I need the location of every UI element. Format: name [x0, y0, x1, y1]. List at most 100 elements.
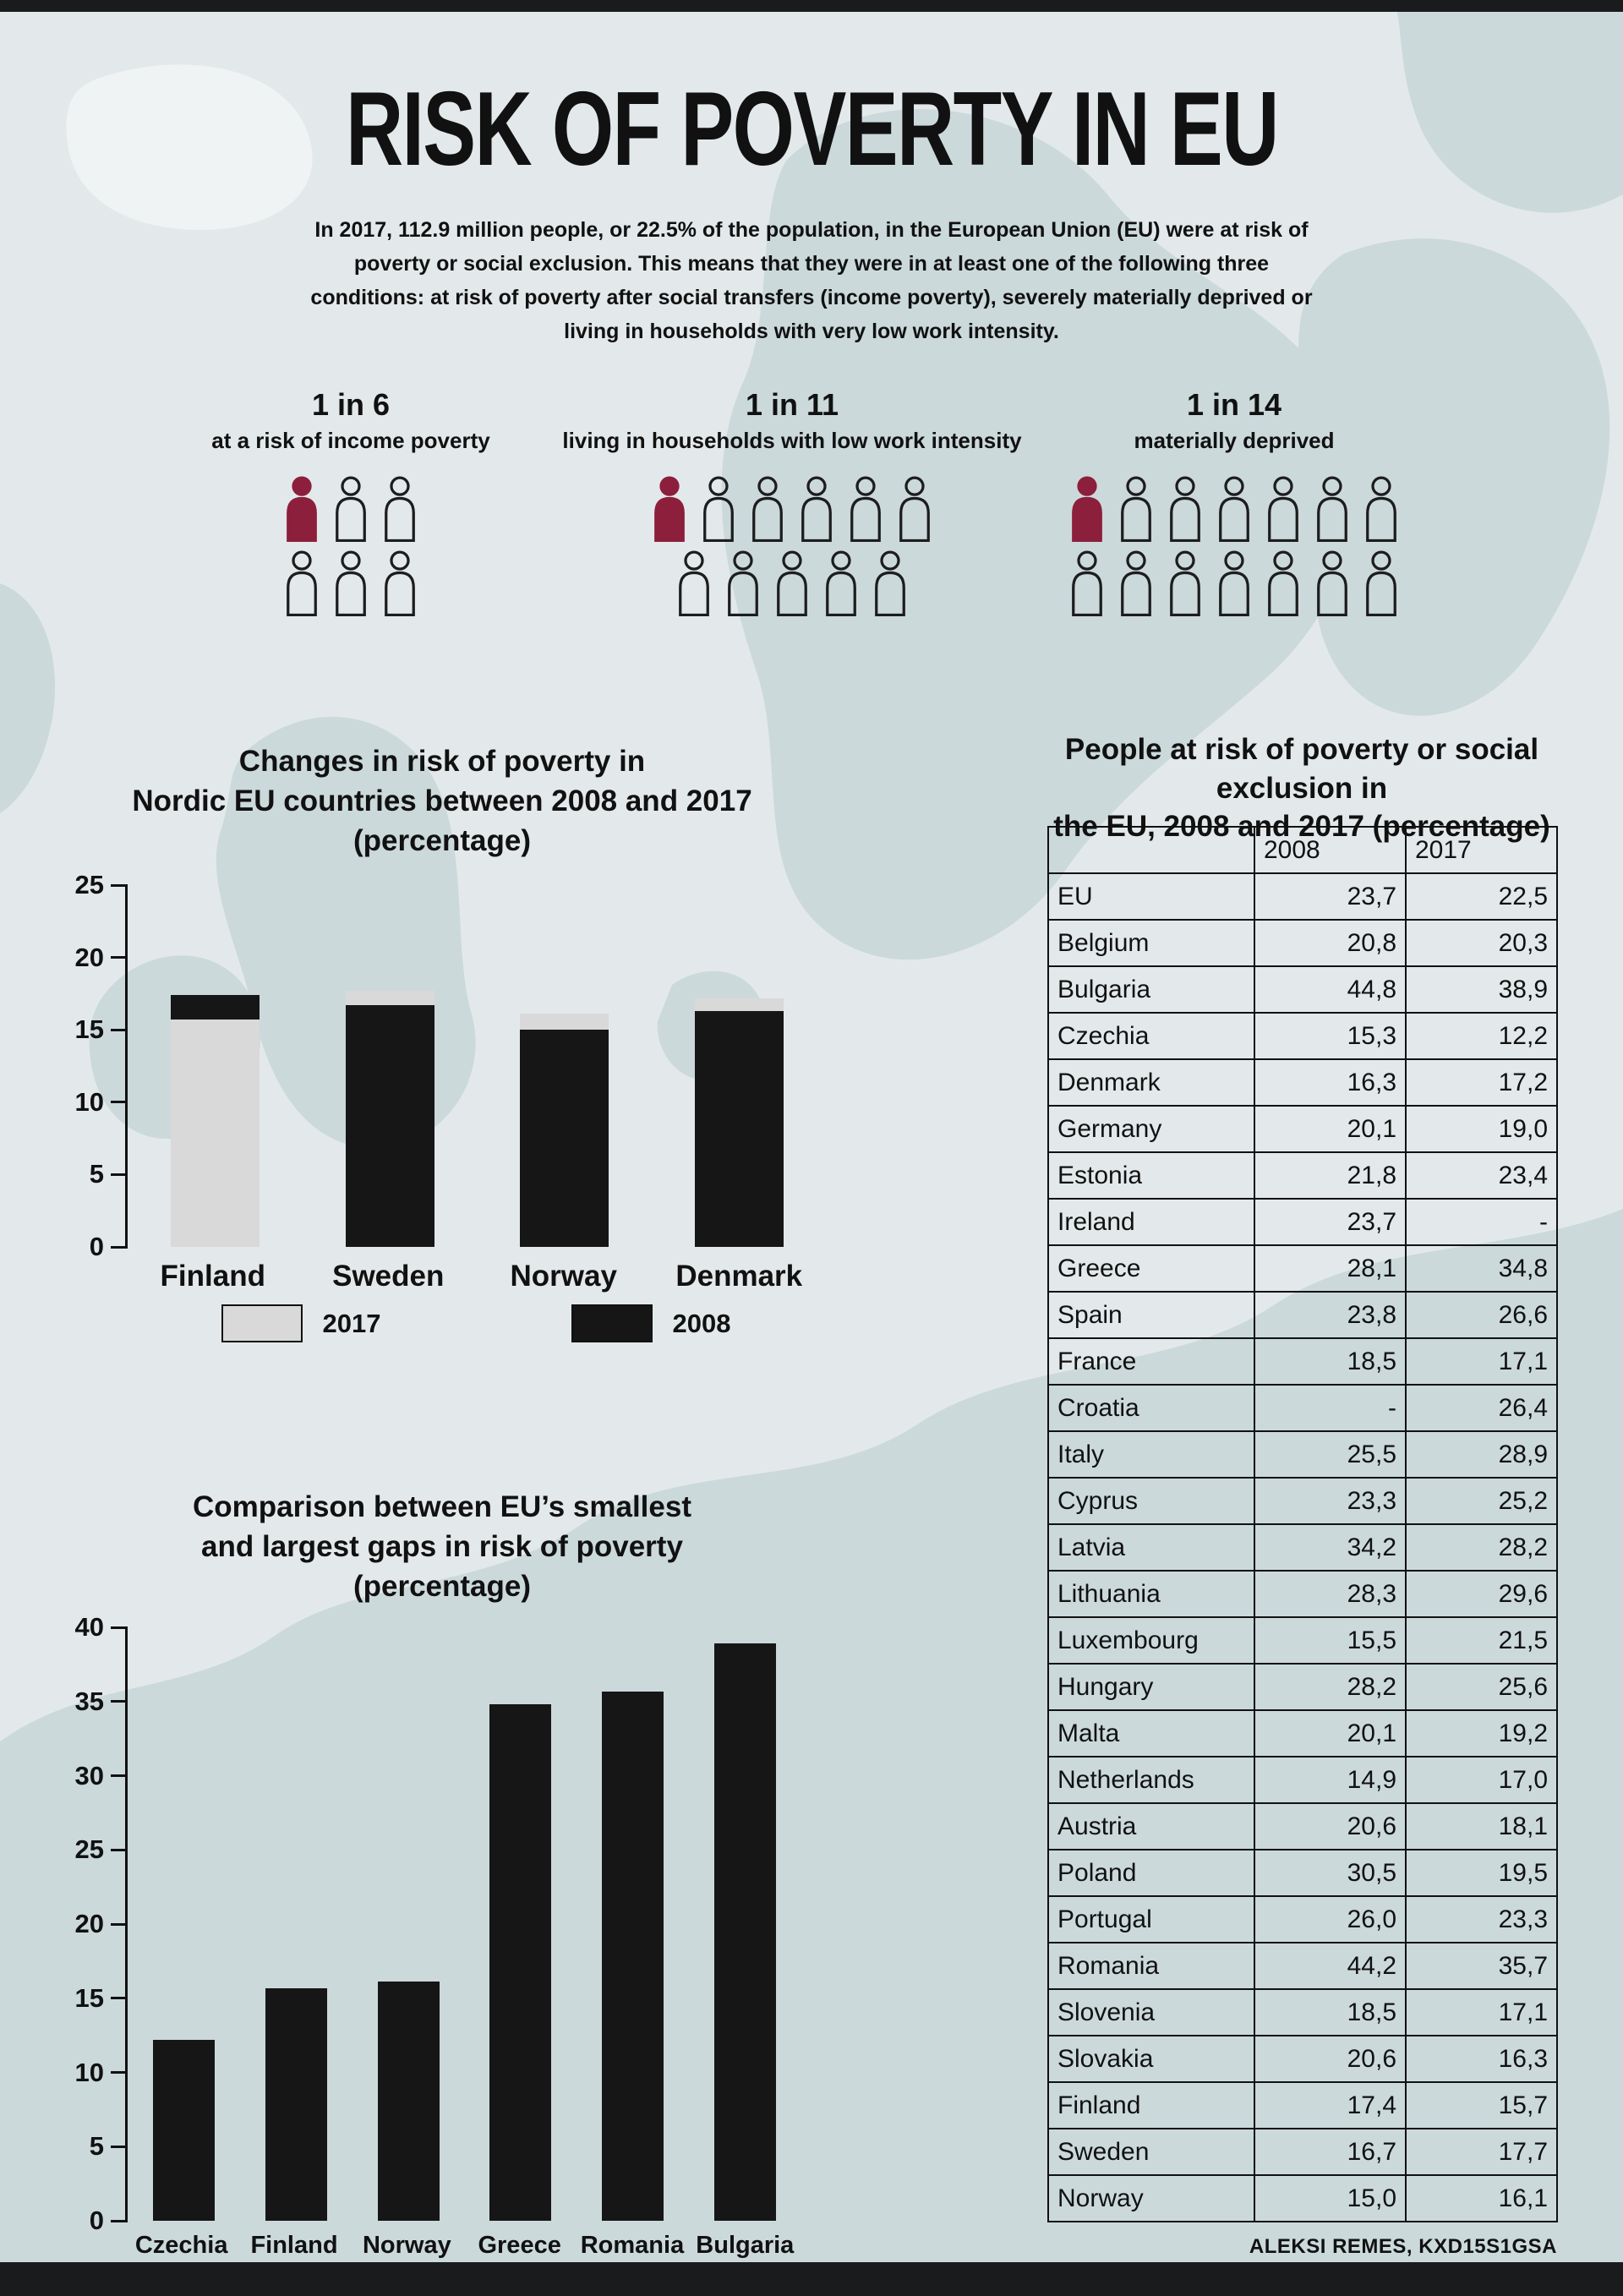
value-2017-cell: 38,9 — [1405, 965, 1558, 1014]
credit-text: ALEKSI REMES, KXD15S1GSA — [1249, 2235, 1557, 2258]
x-axis-label: Romania — [580, 2232, 685, 2259]
y-axis-label: 30 — [74, 1760, 104, 1790]
country-cell: Ireland — [1047, 1198, 1255, 1246]
title-line: and largest gaps in risk of poverty — [201, 1529, 683, 1563]
table-row: Spain 23,8 26,6 — [1047, 1291, 1558, 1339]
nordic-chart-x-labels: Finland Sweden Norway Denmark — [125, 1260, 827, 1293]
country-cell: Bulgaria — [1047, 965, 1255, 1014]
title-line: Comparison between EU’s smallest — [193, 1490, 691, 1523]
x-axis-label: Sweden — [332, 1260, 445, 1293]
title-line: (percentage) — [352, 1569, 532, 1603]
bottom-border — [0, 2262, 1623, 2296]
person-icon-grid — [972, 476, 1496, 616]
value-2008-cell: 18,5 — [1254, 1337, 1407, 1386]
table-row: Latvia 34,2 28,2 — [1047, 1523, 1558, 1572]
y-axis-label: 15 — [74, 1014, 104, 1045]
value-2008-cell: 20,1 — [1254, 1709, 1407, 1758]
table-row: Bulgaria 44,8 38,9 — [1047, 965, 1558, 1014]
person-icon — [752, 476, 783, 542]
ratio-text: 1 in 14 — [1186, 387, 1282, 422]
y-axis-tick — [111, 1028, 128, 1031]
y-axis-tick — [111, 2071, 128, 2074]
value-2008-cell: 17,4 — [1254, 2081, 1407, 2129]
bar — [377, 1982, 440, 2221]
y-axis-label: 5 — [89, 2131, 104, 2162]
table-row: Portugal 26,0 23,3 — [1047, 1895, 1558, 1943]
country-cell: Croatia — [1047, 1384, 1255, 1432]
x-axis-label: Greece — [478, 2232, 561, 2259]
bar — [489, 1704, 552, 2221]
country-cell: Austria — [1047, 1802, 1255, 1850]
value-2017-cell: 17,7 — [1405, 2128, 1558, 2176]
person-icon — [850, 476, 881, 542]
value-2008-cell: 20,1 — [1254, 1105, 1407, 1153]
value-2017-cell: 26,4 — [1405, 1384, 1558, 1432]
x-axis-label: Finland — [160, 1260, 265, 1293]
value-2017-cell: 22,5 — [1405, 872, 1558, 921]
y-axis-tick — [111, 1626, 128, 1629]
table-row: Poland 30,5 19,5 — [1047, 1849, 1558, 1897]
value-2017-cell: 16,3 — [1405, 2035, 1558, 2083]
table-row: France 18,5 17,1 — [1047, 1337, 1558, 1386]
value-2017-cell: 19,0 — [1405, 1105, 1558, 1153]
title-line: People at risk of poverty or social excl… — [1064, 733, 1539, 805]
value-2017-cell: 28,2 — [1405, 1523, 1558, 1572]
value-2017-cell: 28,9 — [1405, 1430, 1558, 1479]
title-line: Nordic EU countries between 2008 and 201… — [132, 784, 752, 817]
value-2017-cell: - — [1405, 1198, 1558, 1246]
y-axis-tick — [111, 1848, 128, 1851]
value-2017-cell: 19,5 — [1405, 1849, 1558, 1897]
value-2008-cell: 23,8 — [1254, 1291, 1407, 1339]
nordic-chart-plot: 0 5 10 15 20 25 — [75, 870, 827, 1261]
table-row: Belgium 20,8 20,3 — [1047, 919, 1558, 967]
x-axis-label: Norway — [362, 2232, 451, 2259]
value-2017-cell: 15,7 — [1405, 2081, 1558, 2129]
y-axis-tick — [111, 1101, 128, 1104]
value-2017-cell: 23,4 — [1405, 1151, 1558, 1200]
country-cell: Portugal — [1047, 1895, 1255, 1943]
y-axis-label: 35 — [74, 1686, 104, 1716]
table-row: Sweden 16,7 17,7 — [1047, 2128, 1558, 2176]
table-row: Romania 44,2 35,7 — [1047, 1942, 1558, 1990]
person-icon — [1268, 550, 1298, 616]
person-icon — [679, 550, 709, 616]
title-line: (percentage) — [352, 823, 532, 857]
person-icon — [1121, 476, 1151, 542]
y-axis-label: 5 — [89, 1159, 104, 1189]
value-2008-cell: 28,2 — [1254, 1663, 1407, 1711]
gaps-chart-title: Comparison between EU’s smallest and lar… — [104, 1488, 780, 1607]
y-axis-tick — [111, 1997, 128, 2000]
value-2017-cell: 17,0 — [1405, 1756, 1558, 1804]
country-cell: Cyprus — [1047, 1477, 1255, 1525]
legend-swatch — [221, 1304, 303, 1342]
legend-label: 2008 — [672, 1308, 731, 1338]
country-cell: Malta — [1047, 1709, 1255, 1758]
person-icon — [385, 550, 415, 616]
value-2017-cell: 12,2 — [1405, 1012, 1558, 1060]
value-2017-cell: 20,3 — [1405, 919, 1558, 967]
country-cell: Estonia — [1047, 1151, 1255, 1200]
bar — [265, 1987, 327, 2221]
table-row: Slovakia 20,6 16,3 — [1047, 2035, 1558, 2083]
table-row: Czechia 15,3 12,2 — [1047, 1012, 1558, 1060]
value-2008-cell: 15,5 — [1254, 1616, 1407, 1665]
table-row: Luxembourg 15,5 21,5 — [1047, 1616, 1558, 1665]
country-cell: EU — [1047, 872, 1255, 921]
y-axis-label: 25 — [74, 1834, 104, 1865]
person-icon — [1219, 550, 1249, 616]
value-2008-cell: 23,7 — [1254, 1198, 1407, 1246]
legend-item: 2017 — [221, 1304, 381, 1342]
bar — [345, 1005, 434, 1247]
table-row: Slovenia 18,5 17,1 — [1047, 1988, 1558, 2036]
y-axis-label: 10 — [74, 1086, 104, 1117]
table-row: Lithuania 28,3 29,6 — [1047, 1570, 1558, 1618]
table-header-cell — [1047, 826, 1255, 874]
poverty-table: 2008 2017 EU 23,7 22,5 Belgium 20,8 20,3 Bulgar… — [1047, 826, 1558, 2222]
y-axis-label: 10 — [74, 2057, 104, 2087]
pictogram-income-poverty: 1 in 6 at a risk of income poverty — [89, 387, 613, 616]
value-2008-cell: 23,3 — [1254, 1477, 1407, 1525]
table-row: Hungary 28,2 25,6 — [1047, 1663, 1558, 1711]
y-axis-tick — [111, 1774, 128, 1777]
value-2017-cell: 34,8 — [1405, 1244, 1558, 1293]
country-cell: France — [1047, 1337, 1255, 1386]
